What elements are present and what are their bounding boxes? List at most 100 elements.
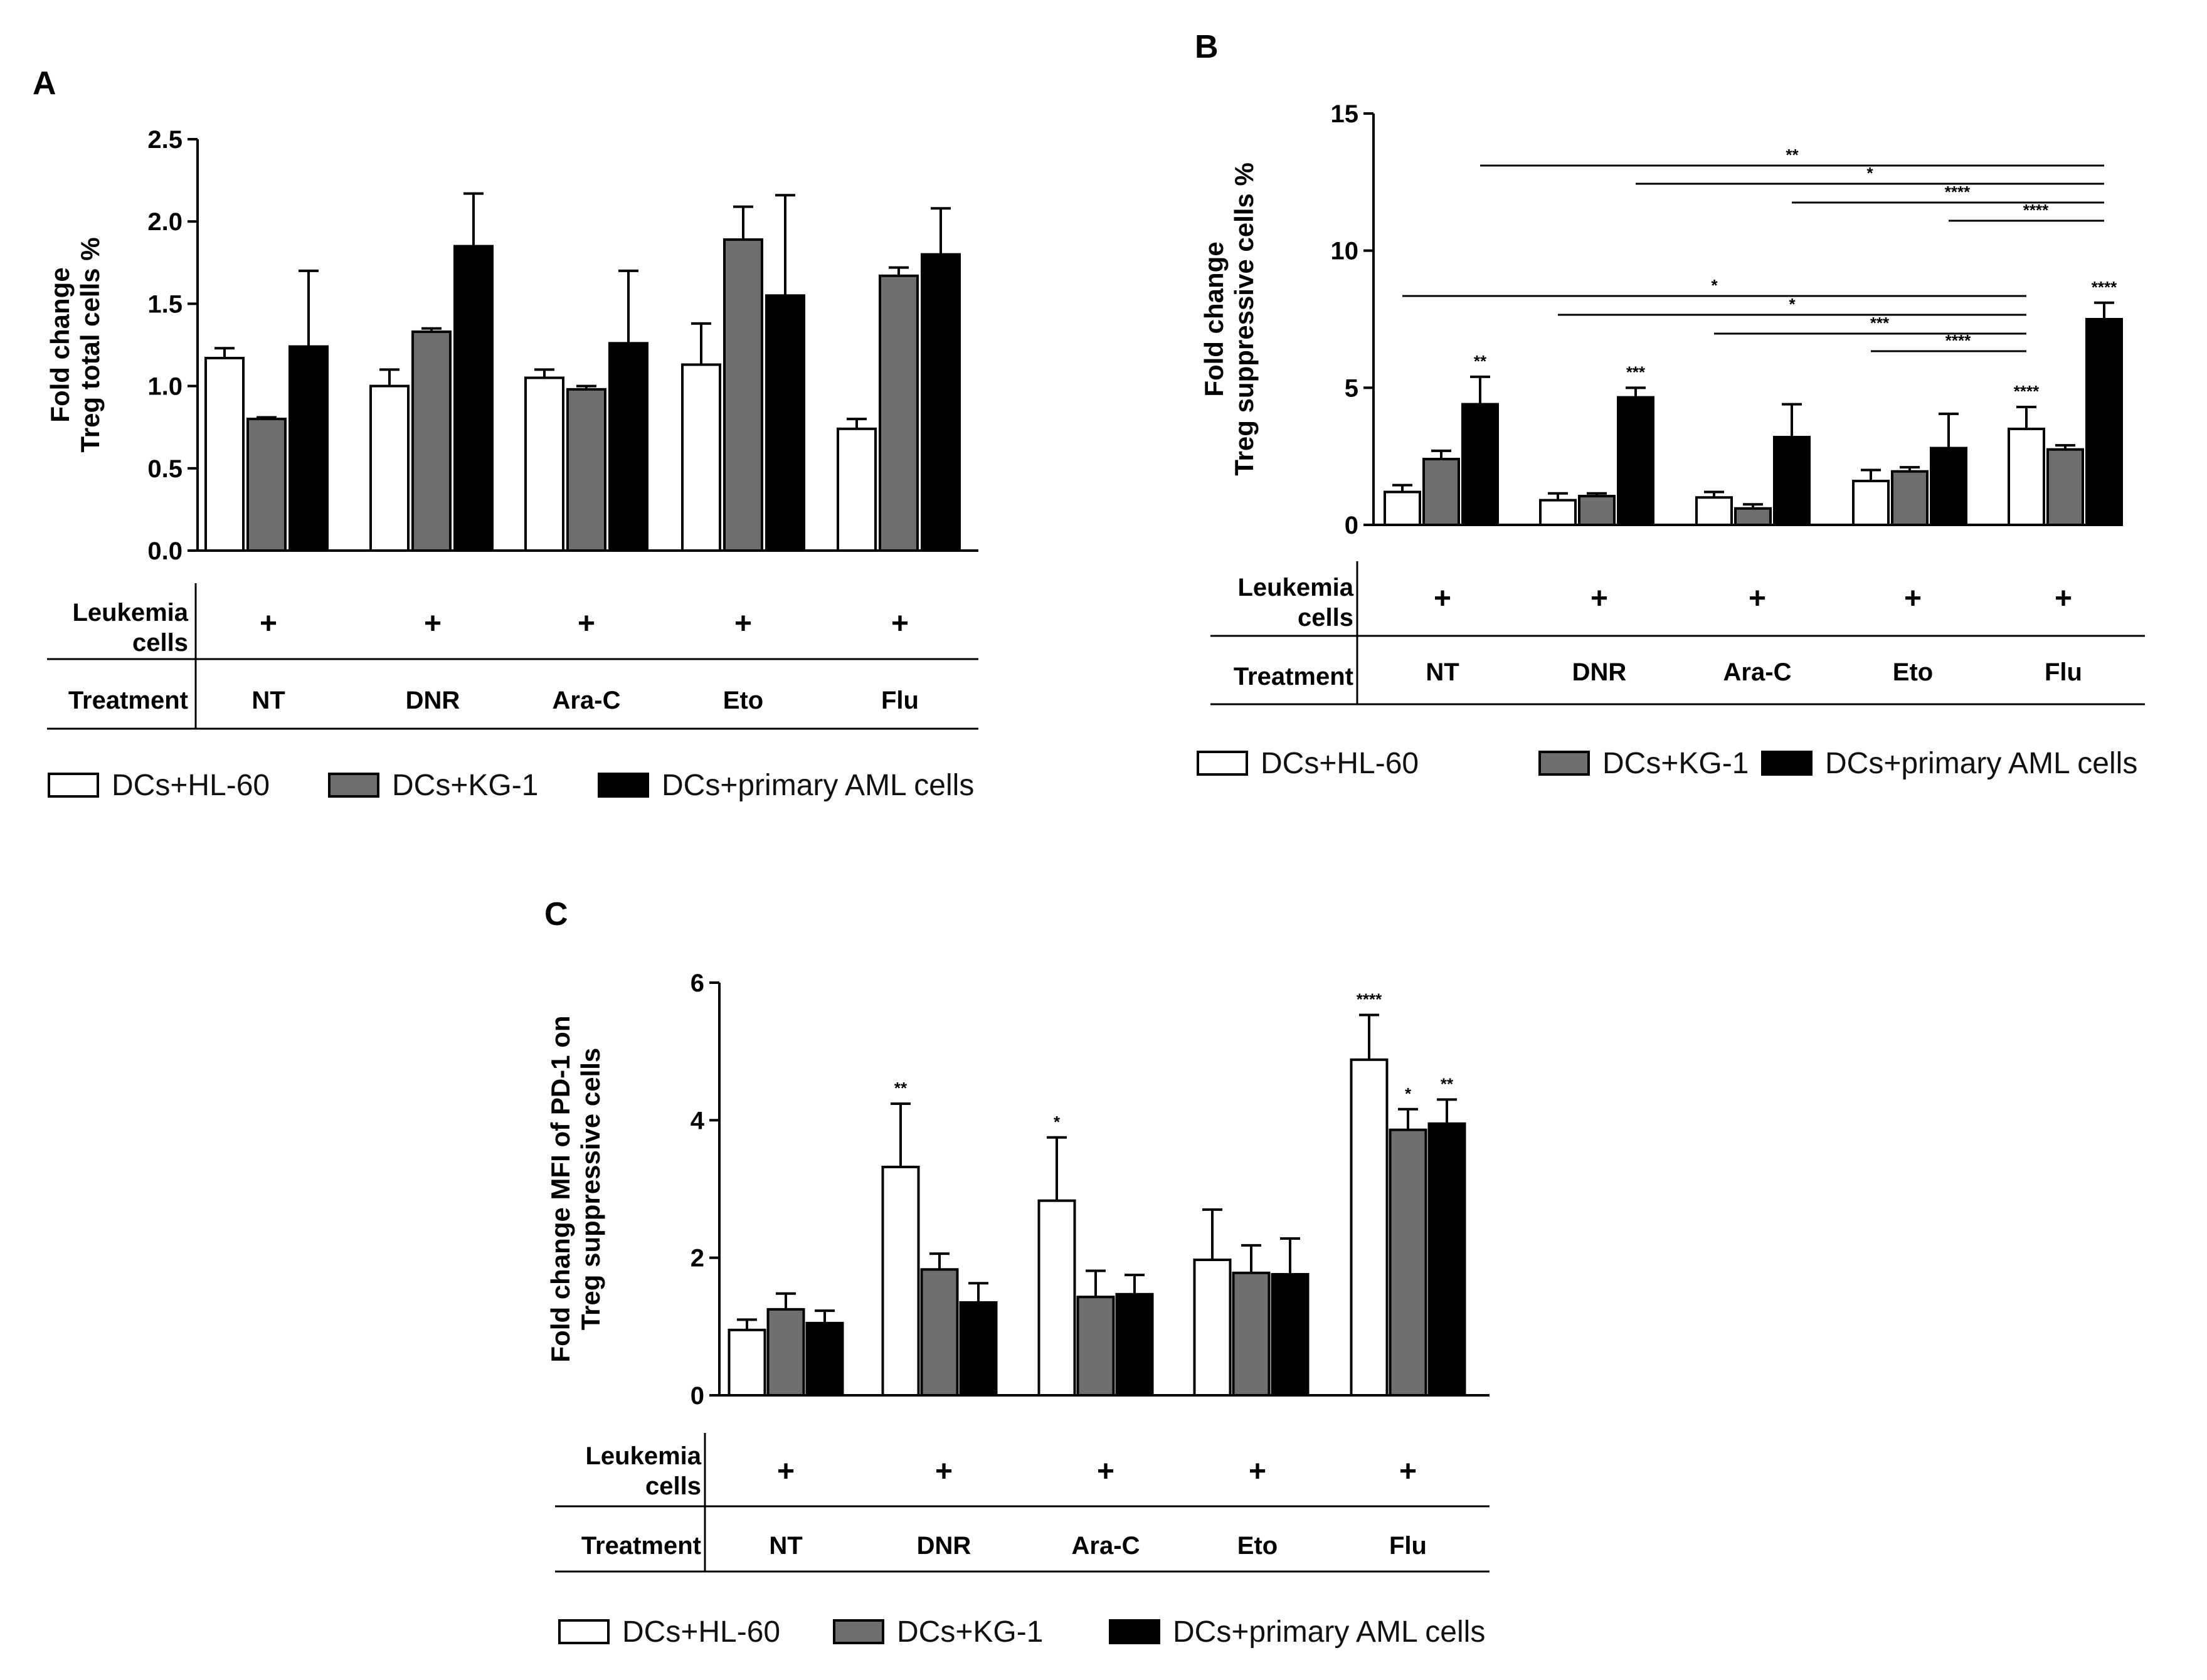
legend-swatch [1761, 751, 1813, 776]
bar-Ara-C-series2 [608, 342, 648, 552]
row-label-cells: cells [132, 629, 188, 657]
bar-Eto-series1 [723, 238, 763, 552]
leukemia-plus: + [734, 607, 752, 640]
legend-label: DCs+KG-1 [1602, 747, 1749, 780]
treatment-label: Eto [1237, 1532, 1278, 1560]
comparison-label: * [1711, 276, 1718, 295]
y-tick-label: 1.0 [147, 373, 183, 401]
leukemia-plus: + [424, 607, 442, 640]
treatment-label: Flu [1389, 1532, 1427, 1560]
panel-letter: C [544, 896, 568, 932]
treatment-label: NT [1426, 658, 1459, 686]
row-label-leukemia: Leukemia [72, 599, 188, 626]
row-label-cells: cells [645, 1472, 701, 1500]
legend-swatch [598, 773, 649, 798]
treatment-label: NT [251, 687, 285, 714]
bar-NT-series0 [204, 356, 245, 552]
bar-Eto-series1 [1891, 470, 1929, 526]
bar-Eto-series0 [681, 363, 721, 552]
row-label-leukemia: Leukemia [1237, 574, 1353, 601]
comparison-label: ** [1786, 145, 1799, 164]
bar-Eto-series0 [1852, 480, 1890, 527]
significance-label: ** [1474, 352, 1487, 371]
y-tick-label: 0 [691, 1382, 704, 1410]
row-label-treatment: Treatment [68, 687, 188, 714]
y-tick-label: 1.5 [147, 290, 183, 318]
leukemia-plus: + [260, 607, 277, 640]
y-axis-label-line2: Treg suppressive cells % [1229, 162, 1259, 476]
bar-DNR-series0 [1539, 499, 1577, 527]
bar-Eto-series1 [1232, 1271, 1271, 1397]
bar-Ara-C-series0 [1695, 496, 1733, 526]
y-tick-label: 0.0 [147, 537, 183, 565]
legend-swatch [1538, 751, 1590, 776]
bar-Flu-series2 [1427, 1122, 1466, 1397]
bar-Ara-C-series1 [1076, 1296, 1115, 1397]
legend-label: DCs+primary AML cells [1825, 747, 2137, 780]
y-tick-label: 5 [1345, 374, 1358, 402]
bar-Ara-C-series1 [566, 388, 606, 552]
bar-NT-series0 [728, 1328, 766, 1397]
leukemia-plus: + [1904, 582, 1922, 615]
legend-swatch [48, 773, 99, 798]
panel-letter: B [1195, 29, 1219, 65]
legend-label: DCs+HL-60 [1261, 747, 1419, 780]
legend-swatch [328, 773, 379, 798]
y-tick-label: 0 [1345, 512, 1358, 539]
leukemia-plus: + [777, 1455, 795, 1488]
bar-Flu-series1 [2046, 448, 2084, 527]
treatment-label: DNR [406, 687, 460, 714]
legend-label: DCs+KG-1 [392, 769, 538, 802]
bar-NT-series2 [288, 345, 329, 552]
bar-Eto-series2 [1930, 446, 1967, 527]
bar-DNR-series2 [959, 1301, 998, 1397]
significance-label: ** [1441, 1074, 1454, 1093]
bar-Ara-C-series0 [524, 376, 564, 552]
bar-NT-series2 [805, 1321, 844, 1397]
bar-NT-series1 [246, 418, 287, 552]
bar-Flu-series0 [1350, 1058, 1389, 1397]
bar-Ara-C-series1 [1734, 507, 1772, 527]
y-axis-label: Fold change MFI of PD-1 on Treg suppressi… [546, 1016, 605, 1363]
legend-label: DCs+HL-60 [112, 769, 270, 802]
treatment-label: Eto [723, 687, 763, 714]
chart-panel-B: B 0 5 10 15 Fold change Treg suppressive cells… [1195, 29, 2145, 780]
y-axis-label-line2: Treg total cells % [75, 237, 105, 452]
y-axis-label-line1: Fold change MFI of PD-1 on [546, 1016, 575, 1363]
bar-Flu-series2 [921, 253, 961, 552]
treatment-label: Flu [2045, 658, 2082, 686]
comparison-label: * [1866, 164, 1873, 182]
bar-Ara-C-series2 [1115, 1292, 1154, 1397]
y-axis-label-line1: Fold change [1199, 241, 1229, 396]
comparison-label: *** [1870, 314, 1890, 332]
comparison-label: * [1789, 295, 1796, 314]
bar-Eto-series2 [1271, 1272, 1310, 1397]
treatment-label: Ara-C [553, 687, 621, 714]
legend-label: DCs+KG-1 [897, 1615, 1043, 1649]
bar-NT-series1 [766, 1308, 805, 1397]
row-label-cells: cells [1298, 604, 1353, 631]
leukemia-plus: + [935, 1455, 953, 1488]
bar-DNR-series0 [881, 1165, 920, 1397]
legend-swatch [558, 1619, 610, 1644]
significance-label: **** [2092, 278, 2117, 297]
y-tick-label: 6 [691, 969, 704, 997]
leukemia-plus: + [1399, 1455, 1417, 1488]
significance-label: **** [1357, 990, 1382, 1009]
bar-DNR-series1 [411, 330, 452, 552]
bar-Flu-series0 [837, 427, 877, 552]
significance-label: **** [2014, 382, 2040, 401]
row-label-leukemia: Leukemia [585, 1442, 701, 1470]
bar-DNR-series2 [453, 245, 494, 552]
bar-NT-series0 [1384, 490, 1421, 527]
bar-NT-series2 [1461, 403, 1499, 526]
chart-panel-A: A 0.0 0.5 1.0 1.5 2.0 2.5 Fold change Treg total… [33, 65, 978, 802]
row-label-treatment: Treatment [1234, 663, 1353, 690]
leukemia-plus: + [1590, 582, 1608, 615]
y-tick-label: 0.5 [147, 455, 183, 483]
bar-DNR-series1 [920, 1268, 959, 1397]
treatment-label: DNR [1572, 658, 1627, 686]
legend-swatch [833, 1619, 884, 1644]
significance-label: ** [894, 1079, 908, 1097]
